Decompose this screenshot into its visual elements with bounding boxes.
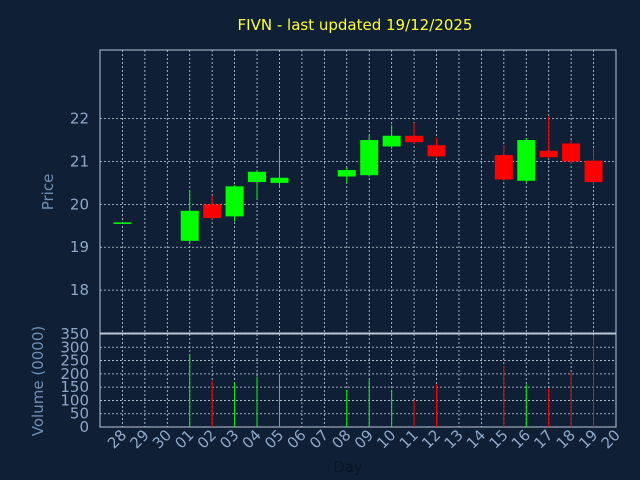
candle-body [337, 170, 356, 177]
chart-title: FIVN - last updated 19/12/2025 [238, 16, 473, 34]
x-axis-label: Day [333, 458, 363, 476]
price-panel-frame [99, 49, 617, 334]
price-axis-label: Price [39, 174, 57, 211]
volume-tick-label: 250 [60, 352, 89, 370]
candle-body [405, 135, 424, 143]
price-tick-label: 20 [70, 195, 89, 213]
volume-tick-label: 300 [60, 338, 89, 356]
volume-axis-label: Volume (0000) [29, 326, 47, 436]
candle-body [203, 204, 222, 219]
price-tick-label: 22 [70, 110, 89, 128]
candle-body [180, 210, 199, 241]
candle-body [494, 155, 513, 180]
price-tick-label: 19 [70, 238, 89, 256]
candle-body [427, 145, 446, 157]
candle-body [248, 171, 267, 183]
candle-body [562, 143, 581, 162]
candle-body [382, 135, 401, 147]
volume-tick-label: 0 [79, 418, 89, 436]
volume-tick-label: 150 [60, 378, 89, 396]
volume-tick-label: 200 [60, 365, 89, 383]
candle-body [584, 160, 603, 183]
price-tick-label: 21 [70, 152, 89, 170]
candle-body [270, 177, 289, 183]
volume-tick-label: 50 [70, 405, 89, 423]
volume-tick-label: 100 [60, 391, 89, 409]
candle-body [225, 186, 244, 217]
price-panel: 18 19 20 21 22 [70, 49, 617, 334]
volume-tick-label: 350 [60, 325, 89, 343]
candle-body [113, 222, 132, 224]
candle-body [360, 140, 379, 176]
price-tick-label: 18 [70, 281, 89, 299]
candle-body [517, 140, 536, 181]
candle-body [539, 150, 558, 158]
